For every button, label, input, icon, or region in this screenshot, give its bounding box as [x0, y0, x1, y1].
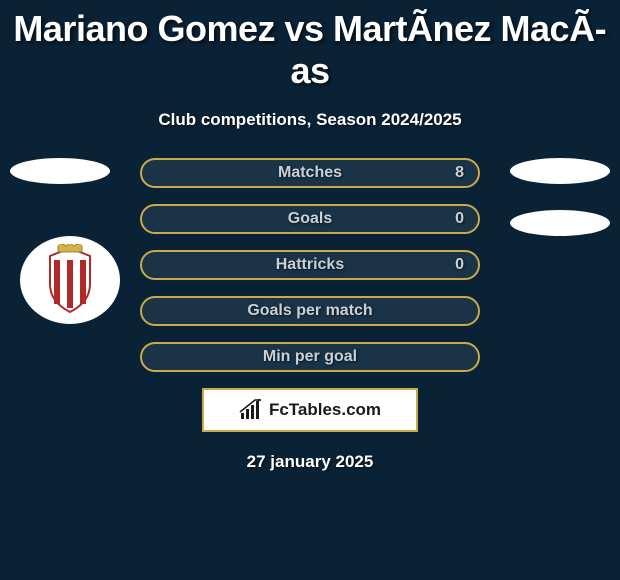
stat-label: Hattricks [276, 256, 344, 274]
brand-attribution: FcTables.com [202, 388, 418, 432]
brand-text: FcTables.com [269, 400, 381, 420]
player-right-placeholder-1 [510, 158, 610, 184]
stat-value: 8 [455, 164, 464, 182]
stat-row-goals: Goals 0 [140, 204, 480, 234]
stat-row-matches: Matches 8 [140, 158, 480, 188]
player-left-placeholder-1 [10, 158, 110, 184]
stat-value: 0 [455, 256, 464, 274]
stat-label: Min per goal [263, 348, 357, 366]
stat-row-min-per-goal: Min per goal [140, 342, 480, 372]
stat-label: Goals [288, 210, 332, 228]
club-badge-left [20, 236, 120, 324]
season-subtitle: Club competitions, Season 2024/2025 [0, 110, 620, 130]
stat-row-hattricks: Hattricks 0 [140, 250, 480, 280]
stats-list: Matches 8 Goals 0 Hattricks 0 Goals per … [140, 158, 480, 372]
stat-label: Matches [278, 164, 342, 182]
stat-value: 0 [455, 210, 464, 228]
comparison-panel: Matches 8 Goals 0 Hattricks 0 Goals per … [0, 158, 620, 472]
stat-label: Goals per match [247, 302, 372, 320]
snapshot-date: 27 january 2025 [0, 452, 620, 472]
club-crest-icon [40, 244, 100, 316]
player-right-placeholder-2 [510, 210, 610, 236]
stat-row-goals-per-match: Goals per match [140, 296, 480, 326]
page-title: Mariano Gomez vs MartÃ­nez MacÃ­as [0, 0, 620, 92]
bar-chart-icon [239, 399, 263, 421]
